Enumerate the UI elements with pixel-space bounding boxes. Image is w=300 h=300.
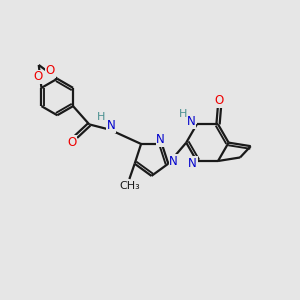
Text: H: H [97,112,105,122]
Text: O: O [33,70,42,83]
Text: N: N [169,155,178,168]
Text: O: O [215,94,224,107]
Text: N: N [188,157,197,170]
Text: CH₃: CH₃ [119,182,140,191]
Text: N: N [107,119,116,132]
Text: O: O [46,64,55,77]
Text: N: N [187,116,196,128]
Text: H: H [178,109,187,119]
Text: N: N [156,133,165,146]
Text: O: O [67,136,76,148]
